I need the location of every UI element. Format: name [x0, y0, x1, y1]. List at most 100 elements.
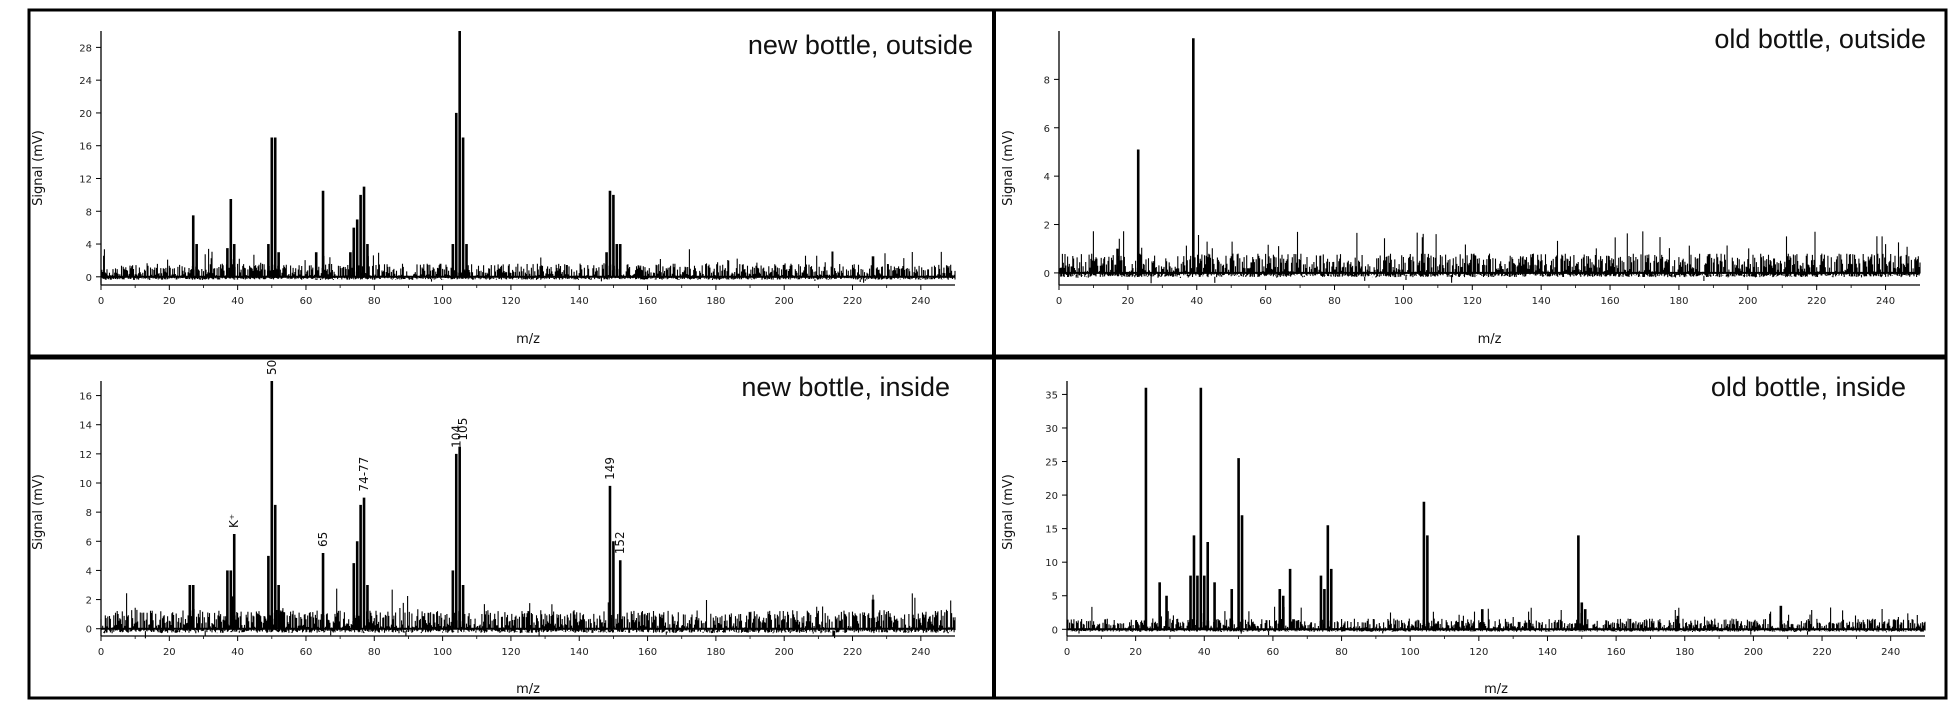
x-tick-label: 80: [1335, 647, 1348, 658]
x-tick-label: 220: [1807, 296, 1826, 307]
y-tick-label: 2: [1044, 221, 1050, 232]
x-axis-label: m/z: [516, 682, 540, 697]
y-tick-label: 10: [79, 479, 92, 490]
x-axis-label: m/z: [1484, 682, 1508, 697]
figure-frame: [27, 8, 1948, 700]
noise-trace: [1058, 231, 1921, 284]
peak-annotation: 149: [603, 457, 617, 480]
x-tick-label: 160: [1600, 296, 1619, 307]
peak-annotation: 65: [316, 532, 330, 547]
y-tick-label: 16: [79, 392, 92, 403]
spectrum-panel: 0 20 40 60 80 100 120 140 160 180 200 220 240 0 2 4 6 8 10…: [31, 360, 956, 697]
peak-annotation: 50: [265, 360, 279, 375]
y-tick-label: 8: [1044, 75, 1050, 86]
spectrum-panel: 0 20 40 60 80 100 120 140 160 180 200 220 240 0 4 8 12 16…: [31, 30, 973, 347]
x-tick-label: 100: [1401, 647, 1420, 658]
y-tick-label: 24: [79, 76, 92, 87]
y-tick-label: 10: [1045, 558, 1058, 569]
x-tick-label: 200: [1744, 647, 1763, 658]
y-tick-label: 14: [79, 421, 92, 432]
x-tick-label: 180: [706, 647, 725, 658]
x-tick-label: 60: [1259, 296, 1272, 307]
y-tick-label: 15: [1045, 525, 1058, 536]
x-tick-label: 80: [368, 296, 381, 307]
y-tick-label: 8: [86, 508, 92, 519]
noise-trace: [100, 248, 956, 284]
x-tick-label: 180: [706, 296, 725, 307]
y-tick-label: 0: [86, 273, 92, 284]
x-tick-label: 220: [843, 296, 862, 307]
y-tick-label: 4: [86, 240, 92, 251]
y-tick-label: 16: [79, 142, 92, 153]
x-tick-label: 40: [1198, 647, 1211, 658]
y-axis-label: Signal (mV): [1001, 130, 1016, 206]
spectrum-panel: 0 20 40 60 80 100 120 140 160 180 200 220 240 0 2 4 6 8 m/…: [1001, 24, 1926, 347]
x-tick-label: 240: [911, 296, 930, 307]
x-tick-label: 80: [368, 647, 381, 658]
x-axis-label: m/z: [1478, 332, 1502, 347]
y-tick-label: 6: [1044, 124, 1050, 135]
x-tick-label: 120: [1469, 647, 1488, 658]
y-tick-label: 6: [86, 537, 92, 548]
x-tick-label: 100: [433, 296, 452, 307]
y-tick-label: 4: [86, 566, 92, 577]
y-tick-label: 25: [1045, 458, 1058, 469]
panel-title: old bottle, inside: [1711, 372, 1906, 402]
x-tick-label: 180: [1675, 647, 1694, 658]
panel-title: old bottle, outside: [1714, 24, 1926, 54]
x-tick-label: 100: [1394, 296, 1413, 307]
x-tick-label: 20: [1122, 296, 1135, 307]
x-tick-label: 20: [163, 296, 176, 307]
y-tick-label: 20: [1045, 491, 1058, 502]
x-tick-label: 120: [501, 647, 520, 658]
x-tick-label: 180: [1669, 296, 1688, 307]
y-tick-label: 2: [86, 596, 92, 607]
peak-annotation: 152: [613, 531, 627, 554]
y-tick-label: 8: [86, 207, 92, 218]
x-tick-label: 200: [775, 647, 794, 658]
x-tick-label: 60: [300, 647, 313, 658]
spectrum-panel: 0 20 40 60 80 100 120 140 160 180 200 220 240 0 5 10 15 2…: [1001, 372, 1926, 697]
y-tick-label: 12: [79, 174, 92, 185]
x-tick-label: 160: [638, 647, 657, 658]
x-tick-label: 20: [1129, 647, 1142, 658]
y-tick-label: 30: [1045, 424, 1058, 435]
x-tick-label: 60: [300, 296, 313, 307]
peak-annotation: 74-77: [357, 457, 371, 492]
x-tick-label: 40: [231, 647, 244, 658]
noise-trace: [100, 588, 956, 639]
x-tick-label: 220: [1812, 647, 1831, 658]
y-tick-label: 28: [79, 43, 92, 54]
x-axis-label: m/z: [516, 332, 540, 347]
x-tick-label: 200: [1738, 296, 1757, 307]
y-tick-label: 0: [86, 625, 92, 636]
x-tick-label: 240: [911, 647, 930, 658]
x-tick-label: 140: [570, 647, 589, 658]
x-tick-label: 140: [1532, 296, 1551, 307]
x-tick-label: 0: [1056, 296, 1062, 307]
x-tick-label: 160: [638, 296, 657, 307]
y-tick-label: 5: [1052, 592, 1058, 603]
x-tick-label: 0: [98, 647, 104, 658]
y-axis-label: Signal (mV): [31, 130, 46, 206]
x-tick-label: 40: [1190, 296, 1203, 307]
x-tick-label: 220: [843, 647, 862, 658]
x-tick-label: 120: [1463, 296, 1482, 307]
x-tick-label: 0: [1064, 647, 1070, 658]
y-axis-label: Signal (mV): [31, 474, 46, 550]
y-tick-label: 20: [79, 109, 92, 120]
x-tick-label: 0: [98, 296, 104, 307]
x-tick-label: 80: [1328, 296, 1341, 307]
noise-trace: [1066, 606, 1926, 636]
x-tick-label: 200: [775, 296, 794, 307]
panels-group: 0 20 40 60 80 100 120 140 160 180 200 220 2400481216…: [31, 24, 1926, 697]
y-tick-label: 4: [1044, 172, 1050, 183]
y-tick-label: 35: [1045, 390, 1058, 401]
x-tick-label: 140: [1538, 647, 1557, 658]
x-tick-label: 240: [1876, 296, 1895, 307]
y-tick-label: 0: [1044, 269, 1050, 280]
y-tick-label: 12: [79, 450, 92, 461]
panel-title: new bottle, outside: [748, 30, 973, 60]
